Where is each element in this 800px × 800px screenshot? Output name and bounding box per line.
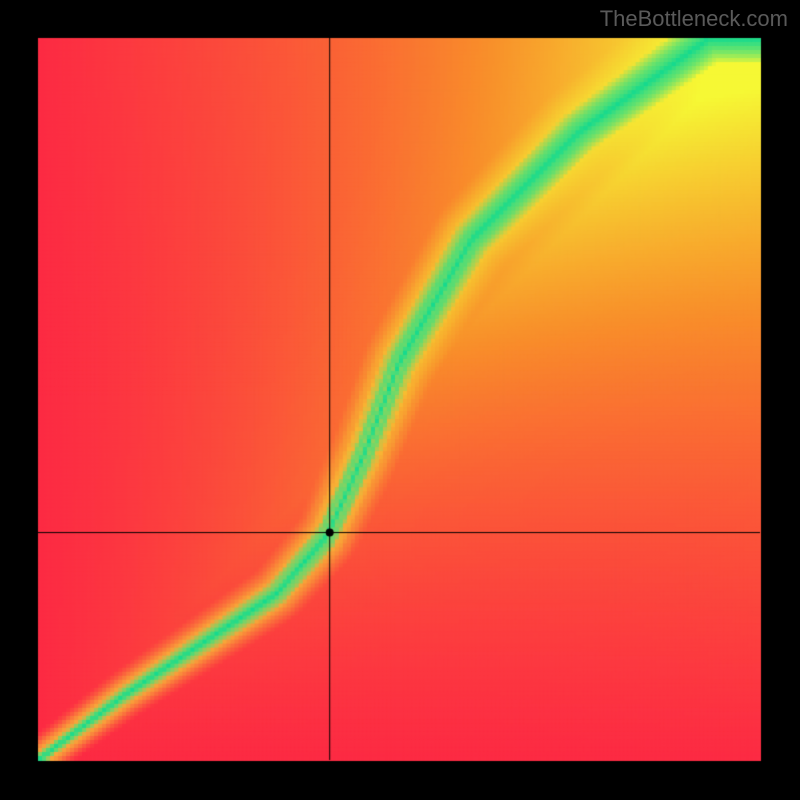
bottleneck-heatmap-canvas (0, 0, 800, 800)
watermark-text: TheBottleneck.com (600, 6, 788, 32)
chart-container: TheBottleneck.com (0, 0, 800, 800)
